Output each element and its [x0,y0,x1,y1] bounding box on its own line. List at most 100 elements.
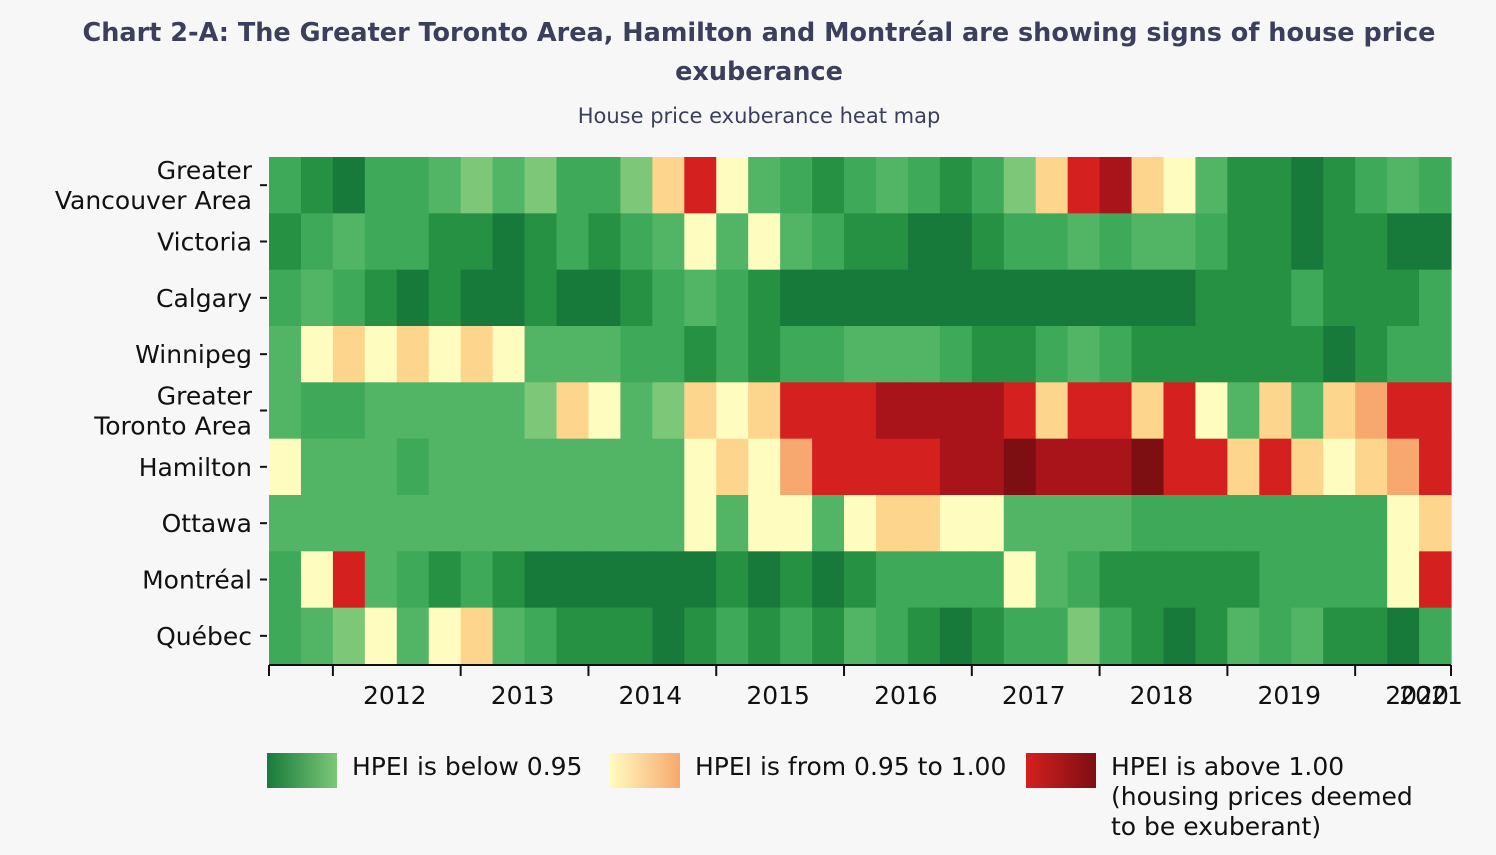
x-axis-label: 2021 [1399,681,1463,710]
heatmap-cell [1387,551,1420,609]
legend-label: HPEI is from 0.95 to 1.00 [695,752,1007,781]
heatmap-cell [1419,551,1452,609]
heatmap-cell [1355,495,1388,552]
heatmap-cell [1003,269,1037,327]
heatmap-cell [1035,607,1069,665]
heatmap-cell [396,269,430,327]
heatmap-cell [844,495,877,552]
heatmap-cell [1099,326,1133,383]
heatmap-cell [716,213,749,271]
heatmap-cell [1259,551,1292,609]
heatmap-cell [1227,495,1260,552]
heatmap-cell [524,551,558,609]
heatmap-cell [332,551,366,609]
heatmap-cell [1419,157,1452,214]
heatmap-cell [1195,438,1228,496]
heatmap-cell [524,213,558,271]
heatmap-cell [1259,326,1292,383]
heatmap-cell [1387,382,1420,440]
heatmap-cell [780,382,813,440]
heatmap-cell [300,607,334,665]
heatmap-cell [875,213,909,271]
heatmap-cell [492,495,526,552]
heatmap-cell [1067,607,1101,665]
heatmap-cell [460,607,494,665]
heatmap-cell [492,157,526,214]
heatmap-cell [556,157,590,214]
heatmap-cell [1291,438,1324,496]
heatmap-cell [428,213,462,271]
y-axis-label: Victoria [157,228,252,257]
heatmap-cell [684,382,717,440]
heatmap-cell [460,495,494,552]
heatmap-cell [939,438,973,496]
heatmap-cell [971,382,1005,440]
heatmap-cell [1259,269,1292,327]
heatmap-cell [1227,157,1260,214]
heatmap-cell [652,382,685,440]
heatmap-cell [524,157,558,214]
heatmap-cell [1035,382,1069,440]
heatmap-cell [588,382,622,440]
heatmap-cell [652,269,685,327]
heatmap-cell [1259,382,1292,440]
heatmap-cell [716,438,749,496]
heatmap-cell [620,438,653,496]
heatmap-cell [428,495,462,552]
heatmap-cell [556,607,590,665]
heatmap-cell [1323,607,1356,665]
heatmap-cell [492,607,526,665]
legend-swatch [610,753,680,788]
heatmap-cell [1035,157,1069,214]
heatmap-cell [1163,213,1197,271]
heatmap-cell [971,495,1005,552]
heatmap-cell [332,157,366,214]
heatmap-cell [1291,607,1324,665]
heatmap-cell [1195,551,1228,609]
heatmap-cell [1291,551,1324,609]
heatmap-cell [1419,326,1452,383]
heatmap-cell [269,438,302,496]
heatmap-cell [300,551,334,609]
heatmap-cell [269,382,302,440]
heatmap-cell [428,382,462,440]
heatmap-cell [524,326,558,383]
heatmap-cell [1067,326,1101,383]
heatmap-cell [1227,551,1260,609]
heatmap-cell [1323,382,1356,440]
heatmap-cell [492,438,526,496]
heatmap-cell [1131,607,1165,665]
heatmap-cell [1323,213,1356,271]
heatmap-cell [1323,269,1356,327]
chart-subtitle: House price exuberance heat map [577,104,941,128]
heatmap-cell [1291,213,1324,271]
y-axis-label: Calgary [156,284,252,313]
y-axis-label: Hamilton [139,453,252,482]
heatmap-cell [748,551,781,609]
heatmap-cell [1323,326,1356,383]
heatmap-cell [844,438,877,496]
heatmap-cell [620,326,653,383]
heatmap-cell [1067,382,1101,440]
heatmap-cell [1259,607,1292,665]
heatmap-cell [1387,269,1420,327]
heatmap-cell [1227,269,1260,327]
heatmap-cell [780,607,813,665]
heatmap-cells [269,157,1452,665]
x-axis-label: 2013 [491,681,555,710]
heatmap-cell [1355,213,1388,271]
heatmap-cell [1099,382,1133,440]
heatmap-cell [1387,495,1420,552]
heatmap-cell [1419,607,1452,665]
heatmap-cell [716,269,749,327]
heatmap-cell [460,326,494,383]
heatmap-cell [875,326,909,383]
heatmap-cell [844,213,877,271]
heatmap-cell [1163,269,1197,327]
heatmap-cell [875,607,909,665]
heatmap-cell [1131,269,1165,327]
heatmap-cell [1291,495,1324,552]
heatmap-cell [875,438,909,496]
heatmap-cell [844,382,877,440]
